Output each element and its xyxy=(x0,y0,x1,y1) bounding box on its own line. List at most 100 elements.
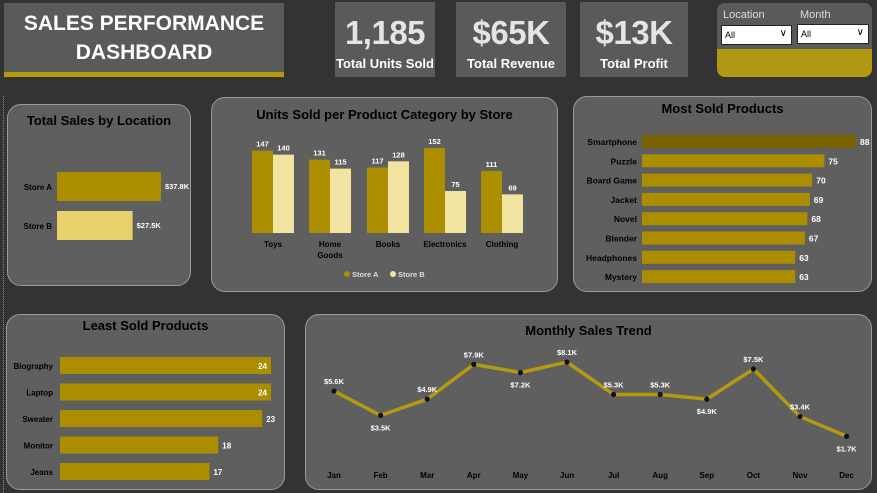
location-filter-select[interactable]: All ∨ xyxy=(721,25,792,45)
data-label: $4.9K xyxy=(697,407,718,416)
bar-category-label: Store B xyxy=(24,222,53,231)
bar-category-label: Puzzle xyxy=(611,156,638,166)
bar xyxy=(642,212,808,226)
x-tick-label: Apr xyxy=(467,471,481,480)
data-point xyxy=(517,369,523,376)
bar-category-label: Sweater xyxy=(22,415,53,424)
x-tick-label: Oct xyxy=(747,471,761,480)
bar-value-label: 70 xyxy=(816,176,826,186)
bar-value-label: 24 xyxy=(258,389,267,398)
bar-category-label: Mystery xyxy=(605,272,637,282)
kpi-value: 1,185 xyxy=(344,14,426,51)
x-tick-label: Clothing xyxy=(486,240,519,249)
bar-value-label: 67 xyxy=(809,234,819,244)
bar xyxy=(642,135,856,148)
chevron-down-icon: ∨ xyxy=(856,27,864,38)
bar xyxy=(60,410,263,427)
data-point xyxy=(844,433,850,439)
data-point xyxy=(611,391,617,398)
x-tick-label: Sep xyxy=(699,471,714,480)
bar-value-label: 63 xyxy=(799,253,809,263)
filter-panel: Location Month All ∨ All ∨ xyxy=(717,3,872,77)
x-tick-label: Mar xyxy=(420,471,434,480)
trend-chart-svg: $5.6K Jan $3.5K Feb $4.9K Mar $7.9K Apr $7.2K May… xyxy=(324,348,858,480)
data-point xyxy=(657,391,663,398)
data-label: $7.9K xyxy=(464,350,485,359)
bar-value-label: $27.5K xyxy=(137,221,162,230)
data-label: $3.5K xyxy=(371,423,392,432)
bar-category-label: Novel xyxy=(614,214,637,224)
legend-swatch-store-a xyxy=(344,271,350,277)
data-point xyxy=(424,396,430,402)
bar-value-label: 128 xyxy=(392,150,405,159)
x-tick-label: Jul xyxy=(608,471,620,480)
kpi-card-revenue: $65K Total Revenue xyxy=(456,2,566,77)
bar xyxy=(445,191,466,233)
x-tick-label: Dec xyxy=(839,471,854,480)
bar xyxy=(481,170,502,233)
panel-sales-by-location: Total Sales by Location Store A $37.8K Sto… xyxy=(7,104,191,286)
bar xyxy=(642,154,825,168)
bar-value-label: 140 xyxy=(277,144,290,153)
bar xyxy=(502,194,523,233)
data-point xyxy=(797,413,803,420)
x-tick-label: Electronics xyxy=(423,240,467,249)
dashboard-title-line2: DASHBOARD xyxy=(75,41,213,64)
panel-least-sold: Least Sold Products Biography 24 Laptop 24 S… xyxy=(6,314,285,490)
bar-value-label: 152 xyxy=(428,137,441,146)
kpi-label: Total Units Sold xyxy=(336,56,434,71)
bar-value-label: 18 xyxy=(222,442,231,451)
bar xyxy=(60,463,210,480)
x-tick-label: Goods xyxy=(317,251,343,260)
bar xyxy=(642,250,796,264)
bar-value-label: 147 xyxy=(256,140,269,149)
bar xyxy=(273,154,294,233)
bar-value-label: 68 xyxy=(811,214,821,224)
chevron-down-icon: ∨ xyxy=(779,28,787,39)
bar-value-label: 63 xyxy=(799,272,809,282)
bar xyxy=(60,357,271,374)
bar xyxy=(642,270,796,284)
bar-value-label: 88 xyxy=(860,137,870,147)
data-label: $7.2K xyxy=(510,380,531,389)
location-filter-label: Location xyxy=(723,9,765,21)
chart-title: Least Sold Products xyxy=(82,318,209,333)
legend-label-store-a: Store A xyxy=(352,270,379,279)
data-point xyxy=(471,361,477,367)
bar-value-label: 75 xyxy=(451,180,459,189)
data-label: $5.3K xyxy=(604,381,625,390)
most-sold-chart-svg: Smartphone 88 Puzzle 75 Board Game 70 Jacket 69… xyxy=(586,135,870,284)
kpi-card-profit: $13K Total Profit xyxy=(580,2,688,77)
bar-value-label: 17 xyxy=(213,468,222,477)
bar xyxy=(60,383,271,401)
x-tick-label: Feb xyxy=(373,471,387,480)
month-filter-value: All xyxy=(801,29,812,39)
bar-category-label: Monitor xyxy=(24,442,53,451)
kpi-value: $13K xyxy=(595,14,673,51)
data-label: $1.7K xyxy=(837,444,858,453)
chart-title: Units Sold per Product Category by Store xyxy=(256,107,513,122)
x-tick-label: Nov xyxy=(792,471,808,480)
panel-most-sold: Most Sold Products Smartphone 88 Puzzle 75 B… xyxy=(573,96,872,292)
bar xyxy=(60,436,219,454)
data-label: $3.4K xyxy=(790,403,811,412)
dashboard-title-box: SALES PERFORMANCE DASHBOARD xyxy=(4,3,284,77)
bar-value-label: 75 xyxy=(828,156,838,166)
data-label: $8.1K xyxy=(557,348,578,357)
month-filter-label: Month xyxy=(800,9,831,21)
x-tick-label: May xyxy=(513,471,529,480)
bar-value-label: 23 xyxy=(266,415,275,424)
chart-title: Total Sales by Location xyxy=(26,113,172,128)
bar xyxy=(330,168,351,233)
panel-category-by-store: Units Sold per Product Category by Store… xyxy=(211,97,558,292)
bar xyxy=(642,173,813,187)
bar-category-label: Jeans xyxy=(30,468,53,477)
series-line xyxy=(333,360,848,438)
bar xyxy=(252,150,273,233)
data-point xyxy=(378,412,384,418)
x-tick-label: Jun xyxy=(560,471,574,480)
kpi-label: Total Revenue xyxy=(467,56,555,71)
month-filter-select[interactable]: All ∨ xyxy=(797,24,869,44)
bar xyxy=(57,172,161,201)
data-label: $7.5K xyxy=(743,355,764,364)
